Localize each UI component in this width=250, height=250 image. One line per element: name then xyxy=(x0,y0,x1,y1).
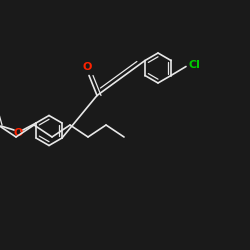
Text: O: O xyxy=(82,62,92,72)
Text: Cl: Cl xyxy=(189,60,201,70)
Text: O: O xyxy=(13,128,23,138)
